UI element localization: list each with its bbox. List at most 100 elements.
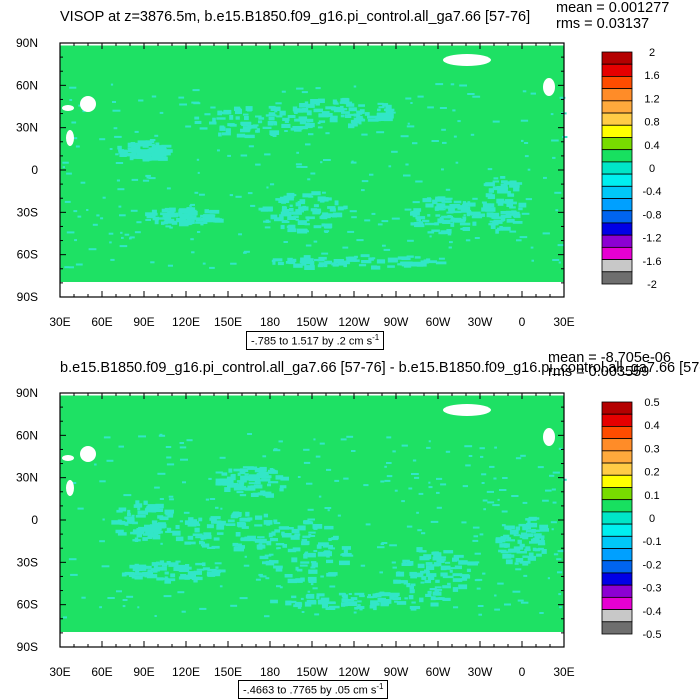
texture-cell bbox=[216, 532, 224, 535]
texture-cell bbox=[316, 544, 322, 549]
texture-cell bbox=[303, 520, 310, 525]
texture-cell bbox=[442, 585, 451, 589]
plot-title: b.e15.B1850.f09_g16.pi_control.all_ga7.6… bbox=[60, 360, 700, 376]
texture-cell bbox=[510, 201, 517, 205]
texture-cell bbox=[159, 498, 164, 500]
texture-cell bbox=[142, 565, 152, 569]
texture-cell bbox=[496, 198, 505, 204]
texture-cell bbox=[542, 499, 549, 502]
texture-cell bbox=[182, 481, 186, 484]
texture-cell bbox=[458, 584, 468, 590]
texture-cell bbox=[350, 119, 362, 123]
texture-cell bbox=[190, 203, 195, 206]
texture-cell bbox=[159, 525, 166, 528]
texture-cell bbox=[434, 206, 444, 211]
texture-cell bbox=[138, 564, 147, 570]
texture-cell bbox=[522, 90, 527, 93]
texture-cell bbox=[460, 227, 467, 230]
texture-cell bbox=[516, 239, 522, 242]
texture-cell bbox=[474, 213, 485, 217]
texture-cell bbox=[301, 611, 305, 613]
texture-cell bbox=[260, 209, 268, 212]
texture-cell bbox=[243, 564, 250, 567]
colorbar-label: -0.4 bbox=[643, 186, 662, 198]
texture-cell bbox=[287, 115, 296, 118]
texture-cell bbox=[309, 258, 314, 261]
texture-cell bbox=[412, 142, 418, 145]
texture-cell bbox=[152, 525, 162, 531]
texture-cell bbox=[254, 467, 265, 473]
texture-cell bbox=[434, 586, 442, 589]
texture-cell bbox=[157, 472, 166, 475]
texture-cell bbox=[186, 221, 193, 224]
texture-cell bbox=[493, 477, 497, 480]
texture-cell bbox=[499, 543, 510, 548]
texture-cell bbox=[135, 149, 142, 153]
texture-cell bbox=[318, 256, 327, 260]
texture-cell bbox=[129, 237, 132, 240]
texture-cell bbox=[283, 241, 288, 243]
texture-cell bbox=[482, 499, 488, 502]
texture-cell bbox=[486, 490, 494, 493]
texture-cell bbox=[329, 585, 336, 588]
texture-cell bbox=[527, 168, 531, 171]
texture-cell bbox=[242, 126, 252, 130]
texture-cell bbox=[519, 236, 528, 239]
texture-cell bbox=[194, 120, 202, 124]
texture-cell bbox=[157, 566, 167, 571]
texture-cell bbox=[550, 113, 554, 116]
texture-cell bbox=[81, 596, 86, 599]
x-tick-label: 150E bbox=[214, 315, 242, 329]
texture-cell bbox=[434, 551, 439, 555]
texture-cell bbox=[215, 566, 219, 569]
texture-cell bbox=[137, 606, 140, 609]
texture-cell bbox=[435, 196, 439, 201]
texture-cell bbox=[268, 105, 276, 109]
texture-cell bbox=[313, 438, 316, 441]
colorbar-label: -1.2 bbox=[643, 233, 662, 245]
texture-cell bbox=[340, 438, 347, 441]
texture-cell bbox=[558, 593, 562, 596]
texture-cell bbox=[492, 186, 500, 191]
texture-cell bbox=[445, 450, 451, 453]
texture-cell bbox=[99, 480, 106, 483]
texture-cell bbox=[447, 233, 452, 236]
texture-cell bbox=[408, 595, 414, 600]
texture-cell bbox=[177, 567, 184, 572]
texture-cell bbox=[411, 601, 416, 604]
texture-cell bbox=[322, 544, 328, 548]
texture-cell bbox=[300, 125, 308, 130]
texture-cell bbox=[107, 597, 115, 599]
texture-cell bbox=[276, 115, 283, 118]
texture-cell bbox=[401, 444, 408, 447]
rms-stat: rms = 0.03137 bbox=[556, 16, 650, 32]
texture-cell bbox=[497, 498, 500, 501]
texture-cell bbox=[406, 125, 415, 128]
x-tick-label: 90E bbox=[133, 315, 154, 329]
texture-cell bbox=[379, 591, 385, 594]
x-tick-label: 180 bbox=[260, 665, 280, 679]
texture-cell bbox=[502, 186, 509, 189]
texture-cell bbox=[330, 115, 338, 118]
texture-cell bbox=[279, 488, 284, 492]
texture-cell bbox=[324, 226, 332, 229]
texture-cell bbox=[428, 481, 431, 484]
texture-cell bbox=[219, 125, 225, 129]
texture-cell bbox=[164, 512, 173, 515]
texture-cell bbox=[500, 217, 506, 221]
texture-cell bbox=[247, 466, 258, 470]
texture-cell bbox=[280, 224, 285, 230]
texture-cell bbox=[268, 112, 276, 117]
texture-cell bbox=[288, 260, 296, 265]
texture-cell bbox=[442, 219, 451, 224]
texture-cell bbox=[452, 109, 456, 112]
texture-cell bbox=[266, 186, 269, 189]
texture-cell bbox=[273, 565, 283, 569]
texture-cell bbox=[202, 543, 210, 548]
texture-cell bbox=[310, 561, 317, 564]
contour-range-box: -.785 to 1.517 by .2 cm s-1 bbox=[246, 331, 385, 350]
texture-cell bbox=[305, 143, 311, 146]
texture-cell bbox=[295, 578, 302, 583]
texture-cell bbox=[425, 203, 434, 208]
texture-cell bbox=[421, 576, 427, 580]
